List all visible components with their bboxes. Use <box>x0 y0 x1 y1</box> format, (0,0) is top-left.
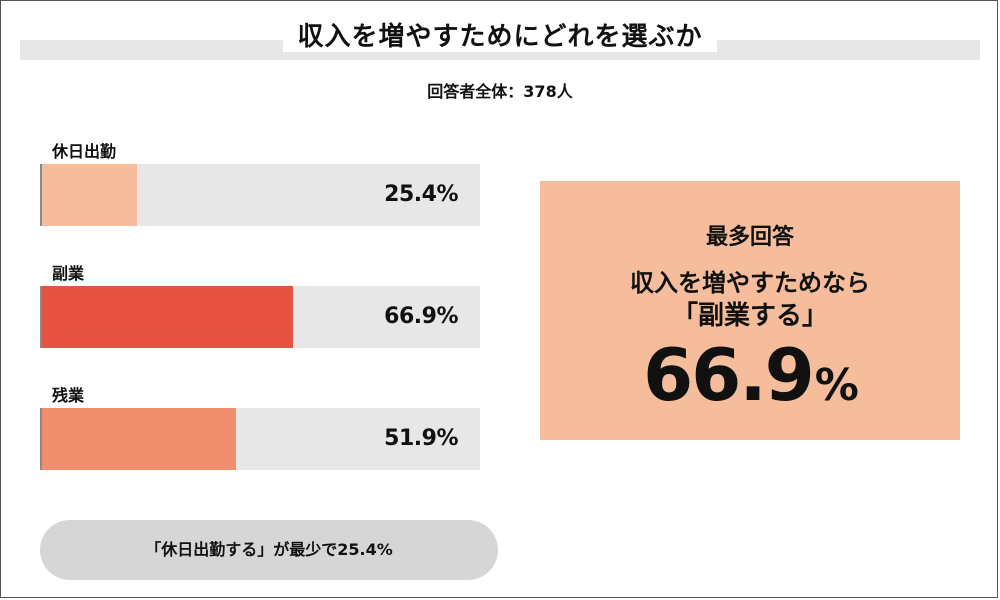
bar-value-label: 51.9% <box>384 426 458 451</box>
bar <box>42 286 293 348</box>
bar-value-label: 25.4% <box>384 182 458 207</box>
bar <box>42 164 137 226</box>
bar-label: 残業 <box>52 386 85 405</box>
chart-title: 収入を増やすためにどれを選ぶか <box>0 16 1000 53</box>
highlight-value-number: 66.9 <box>643 333 815 417</box>
highlight-top-label: 最多回答 <box>705 225 794 250</box>
bar-track: 66.9% <box>40 286 480 348</box>
bar-axis-tick <box>40 408 42 470</box>
bar-value-label: 66.9% <box>384 304 458 329</box>
highlight-value: 66.9% <box>540 333 960 417</box>
bar-label: 副業 <box>52 264 85 283</box>
bar-chart: 休日出勤 25.4% 副業 66.9% 残業 51.9% <box>40 135 480 475</box>
highlight-box: 最多回答 収入を増やすためなら 「副業する」 66.9% <box>540 181 960 440</box>
chart-title-text: 収入を増やすためにどれを選ぶか <box>283 22 717 52</box>
footnote-pill: 「休日出勤する」が最少で25.4% <box>40 520 498 580</box>
bar-track: 51.9% <box>40 408 480 470</box>
bar-axis-tick <box>40 286 42 348</box>
highlight-line-1: 収入を増やすためなら <box>630 269 870 297</box>
bar-track: 25.4% <box>40 164 480 226</box>
bar <box>42 408 236 470</box>
highlight-line-2: 「副業する」 <box>671 301 828 331</box>
bar-label: 休日出勤 <box>52 142 117 161</box>
respondent-count: 回答者全体：378人 <box>427 82 573 101</box>
highlight-value-unit: % <box>814 360 859 411</box>
bar-axis-tick <box>40 164 42 226</box>
